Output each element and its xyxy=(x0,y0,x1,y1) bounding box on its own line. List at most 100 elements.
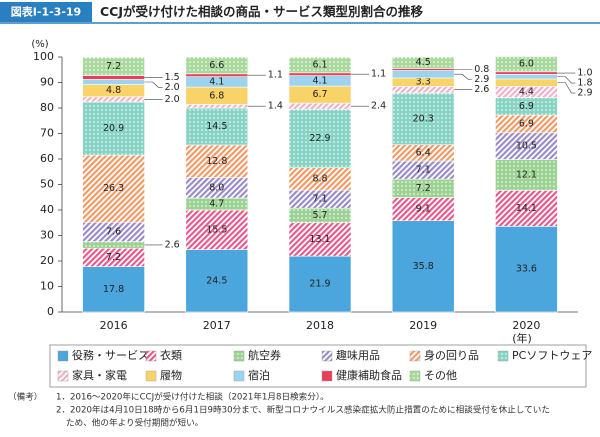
bar-segment xyxy=(82,96,145,103)
value-label: 2.0 xyxy=(165,82,180,93)
legend-swatch xyxy=(145,370,157,382)
legend-swatch xyxy=(321,350,333,362)
value-label: 2.4 xyxy=(371,101,386,112)
bar-segment xyxy=(495,78,558,87)
bar-segment xyxy=(391,68,455,71)
bar-segment xyxy=(495,56,558,73)
value-label: 8.0 xyxy=(209,182,224,193)
value-label: 7.2 xyxy=(416,183,431,194)
value-label: 7.2 xyxy=(106,61,121,72)
value-label: 12.8 xyxy=(206,156,227,167)
value-label: 4.8 xyxy=(106,85,121,96)
value-label: 3.3 xyxy=(416,77,431,88)
bar-segment xyxy=(391,220,455,313)
value-label: 14.5 xyxy=(206,121,227,132)
bar-segment xyxy=(288,56,352,74)
leader-line xyxy=(144,81,163,88)
bar-segment xyxy=(185,107,249,146)
value-label: 6.4 xyxy=(416,147,431,158)
x-tick-label: 2017 xyxy=(203,319,231,332)
leader-line xyxy=(557,76,576,84)
value-label: 6.7 xyxy=(312,89,327,100)
legend-label: 健康補助食品 xyxy=(336,368,402,382)
value-label: 6.8 xyxy=(209,90,224,101)
legend-label: 役務・サービス xyxy=(72,348,149,362)
bar-segment xyxy=(185,104,249,109)
legend-label: 航空券 xyxy=(248,348,281,362)
value-label: 26.3 xyxy=(103,183,124,194)
value-label: 6.0 xyxy=(519,59,534,70)
bar-segment xyxy=(288,72,352,76)
value-label: 10.5 xyxy=(516,141,537,152)
bar-segment xyxy=(82,75,145,80)
value-label: 14.1 xyxy=(516,203,537,214)
value-label: 1.4 xyxy=(268,101,283,112)
value-label: 20.3 xyxy=(413,113,434,124)
value-label: 2.6 xyxy=(165,239,180,250)
y-tick-label: 90 xyxy=(40,76,54,89)
bar-segment xyxy=(82,154,145,223)
value-label: 7.6 xyxy=(106,226,121,237)
legend-swatch xyxy=(233,350,245,362)
bar-segment xyxy=(495,74,558,80)
y-tick-label: 30 xyxy=(40,229,54,242)
value-label: 20.9 xyxy=(103,123,124,134)
value-label: 0.8 xyxy=(474,64,489,75)
bar-segment xyxy=(82,101,145,156)
value-label: 2.9 xyxy=(577,88,592,99)
bar-segment xyxy=(185,249,249,313)
x-tick-label: 2018 xyxy=(306,319,334,332)
bar-segment xyxy=(288,102,352,110)
bar-segment xyxy=(82,266,145,313)
value-label: 13.1 xyxy=(309,234,330,245)
value-label: 35.8 xyxy=(413,261,434,272)
legend-label: 趣味用品 xyxy=(336,348,380,362)
value-label: 6.6 xyxy=(209,60,224,71)
value-label: 6.1 xyxy=(312,60,327,71)
bar-segment xyxy=(391,56,455,69)
bar-segment xyxy=(82,79,145,85)
bar-segment xyxy=(495,159,558,191)
legend-label: 家具・家電 xyxy=(72,368,127,382)
value-label: 8.8 xyxy=(312,173,327,184)
legend-swatch xyxy=(409,350,421,362)
legend-swatch xyxy=(57,370,69,382)
value-label: 7.2 xyxy=(106,252,121,263)
y-tick-label: 10 xyxy=(40,280,54,293)
value-label: 2.0 xyxy=(165,94,180,105)
y-tick-label: 80 xyxy=(40,101,54,114)
note: 2．2020年は4月10日18時から6月1日9時30分まで、新型コロナウイルス感… xyxy=(56,404,550,416)
notes-label: （備考） xyxy=(8,391,42,403)
bar-segment xyxy=(288,255,352,313)
value-label: 1.0 xyxy=(577,68,592,79)
value-label: 17.8 xyxy=(103,284,124,295)
value-label: 7.1 xyxy=(312,194,327,205)
header-badge-bg xyxy=(0,2,92,22)
value-label: 7.1 xyxy=(416,165,431,176)
bar-segment xyxy=(495,190,558,227)
y-tick-label: 60 xyxy=(40,152,54,165)
leader-line xyxy=(454,73,473,80)
bar-segment xyxy=(185,209,249,250)
y-tick-label: 20 xyxy=(40,254,54,267)
bar-segment xyxy=(185,56,249,75)
bar-segment xyxy=(288,222,352,257)
value-label: 4.5 xyxy=(416,57,431,68)
value-label: 12.1 xyxy=(516,169,537,180)
legend-swatch xyxy=(497,350,509,362)
y-tick-label: 0 xyxy=(47,305,54,318)
bar-segment xyxy=(82,241,145,249)
legend-swatch xyxy=(409,370,421,382)
value-label: 1.5 xyxy=(165,72,180,83)
y-tick-label: 50 xyxy=(40,178,54,191)
bar-segment xyxy=(82,56,145,76)
value-label: 33.6 xyxy=(516,264,537,275)
legend-box xyxy=(49,344,587,388)
legend-label: 履物 xyxy=(160,368,182,382)
note: ため、他の年より受付期間が短い。 xyxy=(66,417,203,429)
value-label: 1.1 xyxy=(371,69,386,80)
bar-segment xyxy=(495,71,558,75)
value-label: 5.7 xyxy=(312,210,327,221)
